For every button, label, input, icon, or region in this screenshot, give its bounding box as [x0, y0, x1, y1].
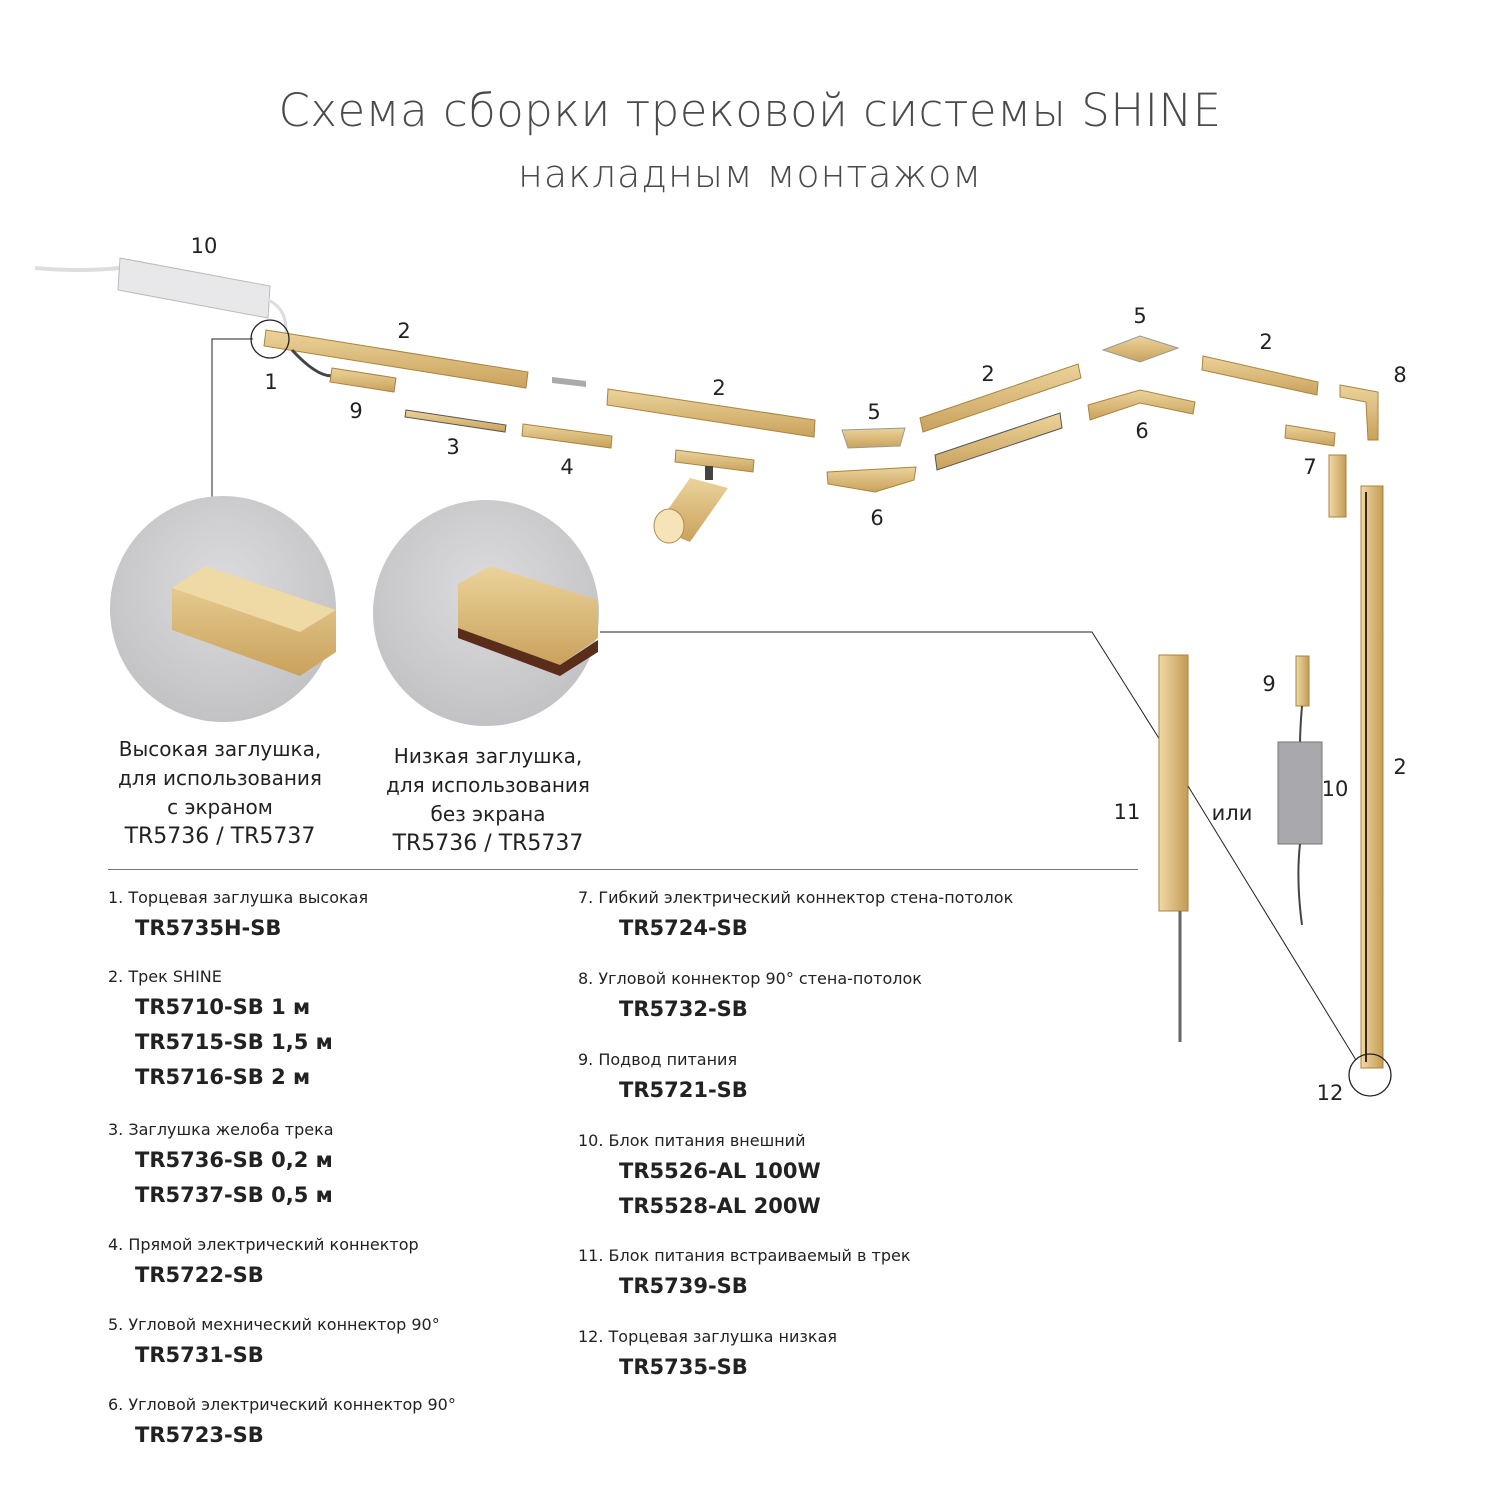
- flexible-connector-vertical: [1328, 454, 1347, 518]
- part-code: TR5732-SB: [619, 997, 748, 1021]
- track: [606, 388, 816, 438]
- part-name: 9. Подвод питания: [578, 1050, 738, 1069]
- part-code: TR5722-SB: [135, 1263, 264, 1287]
- part-name: 10. Блок питания внешний: [578, 1131, 806, 1150]
- flexible-connector: [1284, 424, 1336, 447]
- part-code: TR5723-SB: [135, 1423, 264, 1447]
- track: [919, 363, 1082, 433]
- part-name: 5. Угловой мехнический коннектор 90°: [108, 1315, 440, 1334]
- callout-10: 10: [1321, 777, 1349, 801]
- callout-9: 9: [1262, 672, 1276, 696]
- external-power-supply: [34, 257, 288, 341]
- part-item: 4. Прямой электрический коннектор TR5722-…: [108, 1235, 419, 1293]
- part-name: 11. Блок питания встраиваемый в трек: [578, 1246, 911, 1265]
- power-feed: [329, 367, 397, 393]
- part-item: 9. Подвод питания TR5721-SB: [578, 1050, 748, 1108]
- leader-line: [600, 631, 1161, 741]
- track: [263, 329, 529, 389]
- callout-2: 2: [981, 362, 995, 386]
- vertical-track: [1360, 485, 1384, 1069]
- part-name: 8. Угловой коннектор 90° стена-потолок: [578, 969, 922, 988]
- part-code: TR5715-SB 1,5 м: [135, 1030, 333, 1054]
- part-item: 6. Угловой электрический коннектор 90° TR…: [108, 1395, 456, 1453]
- or-label: или: [1211, 801, 1253, 825]
- part-name: 6. Угловой электрический коннектор 90°: [108, 1395, 456, 1414]
- callout-9: 9: [349, 399, 363, 423]
- mechanical-corner-connector: [841, 427, 906, 449]
- detail-caption-low: Низкая заглушка, для использования без э…: [386, 744, 590, 856]
- callout-2: 2: [1259, 330, 1273, 354]
- part-code: TR5528-AL 200W: [619, 1194, 821, 1218]
- straight-connector: [521, 423, 613, 449]
- built-in-power-supply-track: [1158, 654, 1189, 912]
- part-name: 7. Гибкий электрический коннектор стена-…: [578, 888, 1014, 907]
- part-code: TR5731-SB: [135, 1343, 264, 1367]
- track: [1201, 355, 1319, 396]
- callout-5: 5: [867, 400, 881, 424]
- part-item: 7. Гибкий электрический коннектор стена-…: [578, 888, 1013, 946]
- callout-6: 6: [1135, 419, 1149, 443]
- part-code: TR5710-SB 1 м: [135, 995, 311, 1019]
- callout-2: 2: [1393, 755, 1407, 779]
- part-item: 10. Блок питания внешний TR5526-AL 100W TR…: [578, 1131, 821, 1224]
- callout-12: 12: [1316, 1081, 1344, 1105]
- callout-8: 8: [1393, 363, 1407, 387]
- page-title: Схема сборки трековой системы SHINE: [278, 84, 1222, 137]
- part-item: 8. Угловой коннектор 90° стена-потолок TR…: [578, 969, 922, 1027]
- part-name: 3. Заглушка желоба трека: [108, 1120, 334, 1139]
- callout-1: 1: [264, 370, 278, 394]
- part-item: 5. Угловой мехнический коннектор 90° TR57…: [108, 1315, 440, 1373]
- callout-4: 4: [560, 455, 574, 479]
- callout-2: 2: [397, 319, 411, 343]
- callout-11: 11: [1113, 800, 1141, 824]
- part-code: TR5735H-SB: [135, 916, 282, 940]
- part-name: 1. Торцевая заглушка высокая: [108, 888, 369, 907]
- groove-cover: [404, 409, 507, 433]
- detail-caption-high: Высокая заглушка, для использования с эк…: [118, 737, 322, 849]
- linear-light: [934, 412, 1063, 471]
- part-code: TR5716-SB 2 м: [135, 1065, 311, 1089]
- part-name: 2. Трек SHINE: [108, 967, 222, 986]
- part-code: TR5721-SB: [619, 1078, 748, 1102]
- part-item: 3. Заглушка желоба трека TR5736-SB 0,2 м T…: [108, 1120, 334, 1213]
- low-end-cap-callout-circle: [1348, 1053, 1392, 1097]
- mechanical-corner-connector: [1101, 335, 1180, 363]
- spotlight: [653, 449, 755, 544]
- part-item: 1. Торцевая заглушка высокая TR5735H-SB: [108, 888, 368, 946]
- part-code: TR5735-SB: [619, 1355, 748, 1379]
- leader-line: [211, 338, 253, 497]
- callout-10: 10: [190, 234, 218, 258]
- callout-6: 6: [870, 506, 884, 530]
- part-code: TR5739-SB: [619, 1274, 748, 1298]
- part-item: 2. Трек SHINE TR5710-SB 1 м TR5715-SB 1,5 …: [108, 967, 333, 1095]
- callout-2: 2: [712, 376, 726, 400]
- external-power-supply-vertical: [1277, 741, 1323, 845]
- callout-3: 3: [446, 435, 460, 459]
- part-name: 4. Прямой электрический коннектор: [108, 1235, 419, 1254]
- part-code: TR5736-SB 0,2 м: [135, 1148, 333, 1172]
- electrical-corner-connector: [1087, 389, 1196, 421]
- callout-7: 7: [1303, 455, 1317, 479]
- part-code: TR5724-SB: [619, 916, 748, 940]
- callout-5: 5: [1133, 304, 1147, 328]
- divider: [108, 869, 1138, 870]
- part-code: TR5737-SB 0,5 м: [135, 1183, 333, 1207]
- part-name: 12. Торцевая заглушка низкая: [578, 1327, 837, 1346]
- part-item: 12. Торцевая заглушка низкая TR5735-SB: [578, 1327, 837, 1385]
- electrical-corner-connector: [826, 466, 917, 493]
- wall-ceiling-corner-connector: [1339, 384, 1379, 441]
- leader-line: [1187, 785, 1357, 1061]
- part-item: 11. Блок питания встраиваемый в трек TR57…: [578, 1246, 911, 1304]
- power-feed-vertical: [1295, 655, 1310, 707]
- page-subtitle: накладным монтажом: [518, 152, 982, 196]
- part-code: TR5526-AL 100W: [619, 1159, 821, 1183]
